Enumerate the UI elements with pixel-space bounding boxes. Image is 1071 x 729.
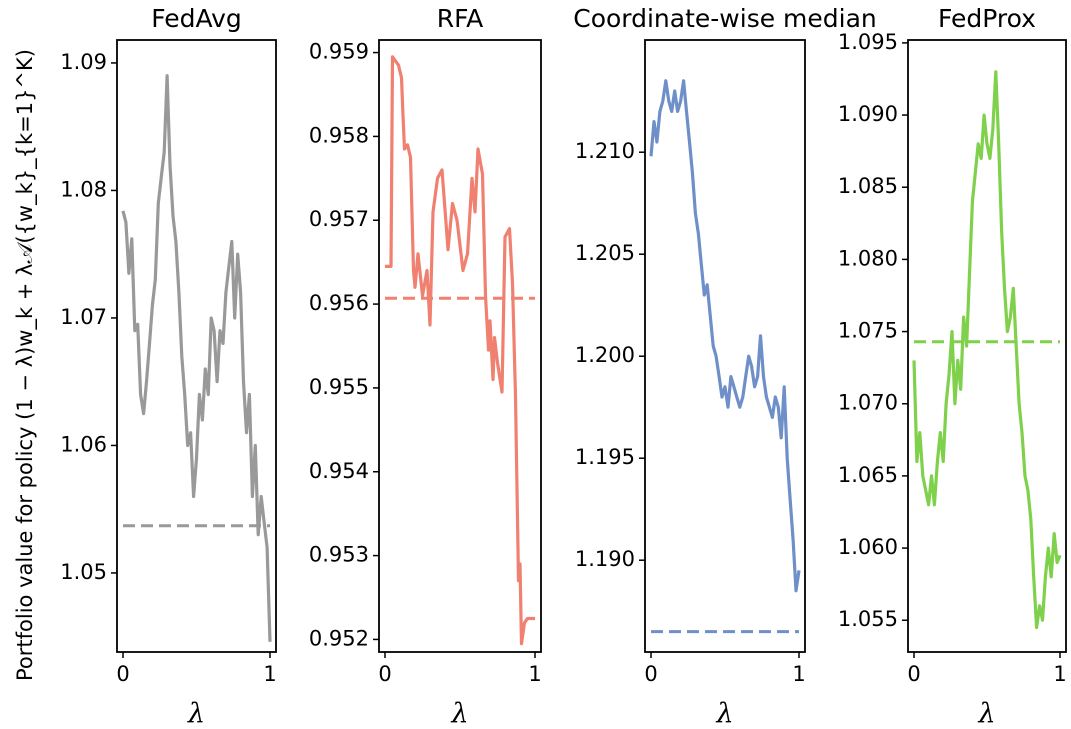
x-tick-label: 1 — [792, 662, 805, 686]
y-tick-label: 1.065 — [838, 463, 898, 487]
y-tick-label: 0.953 — [309, 543, 369, 567]
y-tick-label: 1.210 — [575, 139, 635, 163]
x-axis-label: λ — [450, 698, 468, 729]
x-tick-label: 1 — [263, 662, 276, 686]
y-tick-label: 1.080 — [838, 246, 898, 270]
y-tick-label: 1.08 — [60, 177, 107, 201]
panel-3: FedProx 1.055 1.060 1.065 1.070 1.075 1.080 1.0… — [838, 4, 1067, 729]
panel-0: FedAvg 1.05 1.06 1.07 1.08 1.09 0 1 λ — [60, 4, 277, 729]
panel-title: RFA — [437, 4, 484, 33]
y-tick-label: 1.085 — [838, 174, 898, 198]
series-group — [649, 79, 801, 634]
y-tick-label: 0.954 — [309, 459, 369, 483]
panel-title: FedProx — [938, 4, 1036, 33]
series-line — [385, 55, 535, 646]
axes-frame — [907, 39, 1067, 653]
y-tick-label: 0.955 — [309, 375, 369, 399]
x-axis-label: λ — [715, 698, 733, 729]
series-line — [649, 79, 801, 593]
x-tick-label: 0 — [116, 662, 129, 686]
panel-2: Coordinate-wise median 1.190 1.195 1.200 1.2… — [573, 4, 877, 729]
series-line — [121, 74, 272, 642]
axes-frame — [378, 39, 542, 653]
x-tick-label: 1 — [1053, 662, 1066, 686]
panel-title: FedAvg — [151, 4, 242, 33]
y-tick-label: 1.090 — [838, 102, 898, 126]
x-tick-label: 0 — [644, 662, 657, 686]
y-tick-label: 1.190 — [575, 547, 635, 571]
y-tick-label: 0.952 — [309, 626, 369, 650]
series-group — [121, 74, 272, 642]
y-tick-label: 1.200 — [575, 343, 635, 367]
series-line — [912, 70, 1062, 630]
y-tick-label: 1.06 — [60, 432, 107, 456]
y-axis-label: Portfolio value for policy (1 − λ)w_k + … — [13, 49, 38, 681]
x-axis-label: λ — [977, 698, 995, 729]
y-tick-label: 1.205 — [575, 241, 635, 265]
y-tick-label: 1.075 — [838, 319, 898, 343]
y-tick-label: 1.195 — [575, 445, 635, 469]
x-tick-label: 0 — [378, 662, 391, 686]
x-tick-label: 0 — [907, 662, 920, 686]
y-tick-label: 1.095 — [838, 30, 898, 54]
panel-title: Coordinate-wise median — [573, 4, 877, 33]
y-tick-label: 1.070 — [838, 391, 898, 415]
series-group — [912, 70, 1062, 630]
y-tick-label: 0.959 — [309, 40, 369, 64]
axes-frame — [116, 39, 277, 653]
x-tick-label: 1 — [528, 662, 541, 686]
y-tick-label: 1.055 — [838, 607, 898, 631]
panel-1: RFA 0.952 0.953 0.954 0.955 0.956 0.957 0.958 0.… — [309, 4, 542, 729]
series-group — [385, 55, 535, 646]
axes-frame — [644, 39, 806, 653]
y-tick-label: 0.956 — [309, 291, 369, 315]
y-tick-label: 0.957 — [309, 207, 369, 231]
y-tick-label: 1.05 — [60, 560, 107, 584]
y-tick-label: 1.060 — [838, 535, 898, 559]
x-axis-label: λ — [187, 698, 205, 729]
y-tick-label: 1.09 — [60, 50, 107, 74]
y-tick-label: 1.07 — [60, 305, 107, 329]
y-tick-label: 0.958 — [309, 123, 369, 147]
